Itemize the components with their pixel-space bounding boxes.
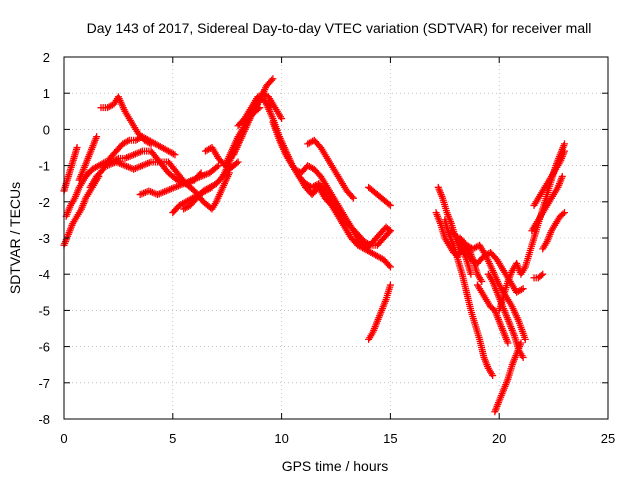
data-point [519,353,527,361]
data-point [233,159,241,167]
data-point [385,200,393,208]
data-point [234,158,242,166]
x-tick-label: 10 [274,431,288,446]
data-point [171,151,179,159]
y-tick-label: -2 [38,195,50,210]
data-point [73,144,81,151]
data-point [518,286,526,294]
series-arc-31 [528,172,566,235]
series-arc-19 [304,136,357,202]
data-point [214,162,222,170]
y-tick-label: -5 [38,303,50,318]
series-arc-17 [269,118,394,249]
data-point [349,194,357,202]
data-point [558,172,566,180]
y-tick-label: -7 [38,376,50,391]
data-point [124,137,132,145]
series-arc-09 [136,162,222,199]
data-point [169,150,177,158]
y-axis-label: SDTVAR / TECUs [7,182,23,294]
series-arc-18 [278,140,394,253]
series-arc-20 [365,183,394,209]
data-point [517,339,525,347]
series-arc-04 [75,133,101,184]
series-arc-24 [441,216,497,380]
series-arc-34 [539,209,568,253]
data-point [386,263,394,271]
data-point [348,193,356,201]
series-arc-15 [234,93,275,130]
data-point [467,270,475,278]
data-point [504,339,512,347]
data-point [560,209,568,217]
x-tick-label: 0 [60,431,67,446]
series-arc-32 [530,147,568,209]
data-point [385,262,393,270]
series-arc-21 [365,281,394,343]
x-tick-label: 25 [601,431,615,446]
series-arc-12 [201,104,264,170]
y-tick-label: -8 [38,412,50,427]
data-point [537,271,545,279]
data-point [386,201,394,209]
x-tick-label: 20 [492,431,506,446]
y-tick-label: 1 [43,86,50,101]
y-tick-label: -4 [38,267,50,282]
data-point [521,335,529,343]
y-tick-label: 2 [43,50,50,65]
data-point [93,133,101,141]
data-point [268,76,276,84]
series-arc-33 [530,270,547,282]
data-point [560,140,568,148]
data-point [560,147,568,155]
y-tick-label: -1 [38,159,50,174]
data-point [385,226,393,234]
y-tick-label: 0 [43,122,50,137]
y-tick-label: -6 [38,340,50,355]
series-arc-05 [82,147,233,213]
data-point [539,270,547,278]
x-tick-label: 5 [169,431,176,446]
data-point [386,227,394,235]
data-point [559,210,567,218]
data-point [489,372,497,380]
x-tick-label: 15 [383,431,397,446]
data-point [519,285,527,293]
x-axis-label: GPS time / hours [282,458,389,474]
series-arc-26 [456,234,529,343]
data-point [269,75,277,83]
data-point [213,163,221,171]
data-points [60,75,568,416]
series-arc-02 [60,144,81,195]
y-tick-label: -3 [38,231,50,246]
gridlines [64,57,608,419]
data-point [278,115,286,123]
chart-title: Day 143 of 2017, Sidereal Day-to-day VTE… [87,20,592,36]
series-arc-29 [491,339,525,416]
data-point [386,281,394,289]
data-point [478,277,486,285]
